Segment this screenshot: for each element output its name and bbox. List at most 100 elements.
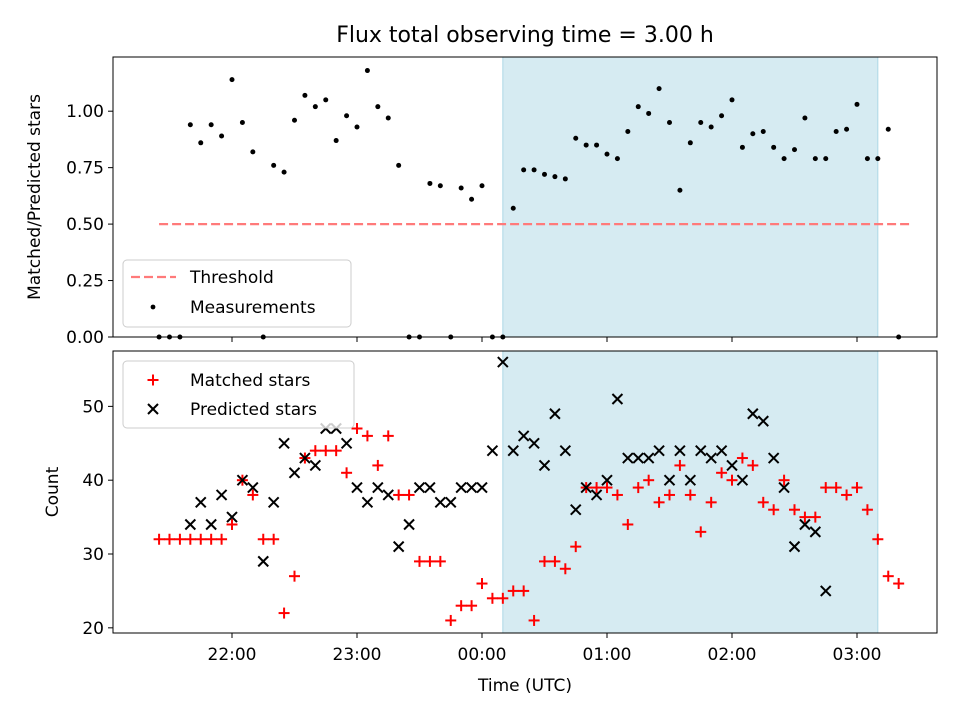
matched-star-point <box>570 541 582 553</box>
predicted-point-b <box>299 452 311 464</box>
matched-star-point <box>841 489 853 501</box>
predicted-point-b <box>663 474 676 486</box>
predicted-legend-label: Predicted stars <box>190 400 317 420</box>
predicted-star-point <box>236 474 249 486</box>
predicted-star-point <box>424 481 436 494</box>
measurements-legend-swatch <box>150 304 156 310</box>
matched-star-point <box>830 482 842 494</box>
matched-star-point <box>351 423 363 435</box>
measurement-point <box>646 110 652 116</box>
measurement-point <box>364 68 370 74</box>
predicted-point-b <box>236 474 249 486</box>
predicted-star-point <box>642 452 655 464</box>
matched-star-point <box>164 533 175 545</box>
matched-star-point <box>466 600 478 612</box>
predicted-star-point <box>455 481 467 494</box>
predicted-star-point <box>820 585 832 597</box>
matched-star-point <box>424 555 436 567</box>
predicted-star-point <box>392 540 405 553</box>
measurement-point <box>385 115 391 121</box>
measurement-point <box>750 131 756 137</box>
matched-star-point <box>445 614 457 626</box>
predicted-point-b <box>403 518 415 531</box>
top-y-tick-label: 0.25 <box>66 272 104 292</box>
matched-star-point <box>518 585 530 597</box>
matched-star-point <box>851 482 863 494</box>
predicted-point-b <box>736 474 749 486</box>
predicted-star-point <box>663 474 676 486</box>
predicted-point-b <box>820 585 832 597</box>
predicted-point-b <box>195 496 207 509</box>
predicted-point-b <box>309 459 322 472</box>
matched-star-point <box>247 489 259 501</box>
predicted-point-b <box>476 481 488 494</box>
predicted-star-point <box>215 489 228 501</box>
predicted-star-point <box>247 481 259 494</box>
predicted-point-b <box>684 474 697 486</box>
predicted-point-b <box>715 444 728 457</box>
matched-star-point <box>653 496 665 508</box>
predicted-point-b <box>257 555 269 568</box>
measurement-point <box>614 156 620 162</box>
matched-star-point <box>861 504 873 516</box>
measurement-point <box>635 104 641 110</box>
predicted-point-b <box>247 481 259 494</box>
matched-star-point <box>174 533 186 545</box>
measurement-point <box>625 129 631 135</box>
predicted-star-point <box>195 496 207 509</box>
predicted-star-point <box>570 504 582 516</box>
measurement-point <box>594 142 600 148</box>
measurements-legend-label: Measurements <box>190 298 316 318</box>
measurement-point <box>677 187 683 193</box>
measurement-point <box>281 169 287 175</box>
measurement-point <box>198 140 204 146</box>
measurement-point <box>302 92 308 98</box>
bottom-y-tick-label: 50 <box>82 397 104 417</box>
predicted-point-b <box>695 444 707 457</box>
predicted-star-point <box>351 481 363 494</box>
predicted-star-point <box>622 452 634 464</box>
measurement-point <box>698 119 704 125</box>
measurement-point <box>708 124 714 130</box>
measurement-point <box>604 151 610 157</box>
predicted-point-b <box>278 437 290 449</box>
matched-star-point <box>403 489 415 501</box>
predicted-star-point <box>788 540 801 553</box>
measurement-point <box>667 119 672 125</box>
matched-star-point <box>716 467 728 479</box>
measurement-point <box>833 129 839 135</box>
measurement-point <box>427 180 433 186</box>
predicted-point-b <box>507 444 519 457</box>
predicted-star-point <box>653 444 665 457</box>
predicted-star-point <box>590 489 603 501</box>
measurement-point <box>552 174 558 180</box>
predicted-point-b <box>632 452 644 464</box>
x-axis-label: Time (UTC) <box>477 676 572 696</box>
matched-star-point <box>747 459 759 471</box>
x-tick-label: 03:00 <box>833 645 882 665</box>
matched-star-point <box>611 489 623 501</box>
predicted-star-point <box>757 415 769 427</box>
matched-star-point <box>768 504 780 516</box>
predicted-star-point <box>767 452 780 464</box>
predicted-point-b <box>288 467 301 479</box>
measurement-point <box>656 86 662 92</box>
predicted-star-point <box>580 481 592 494</box>
measurement-point <box>583 142 589 148</box>
measurement-point <box>562 176 568 182</box>
predicted-point-b <box>226 511 238 523</box>
matched-star-point <box>372 459 384 471</box>
matched-star-point <box>268 533 280 545</box>
matched-legend-label: Matched stars <box>190 371 310 391</box>
measurement-point <box>864 156 870 162</box>
top-legend: Threshold Measurements <box>122 259 352 328</box>
bottom-legend: Matched stars Predicted stars <box>122 360 355 429</box>
predicted-star-point <box>403 518 415 531</box>
predicted-star-point <box>309 459 322 472</box>
matched-star-point <box>153 533 165 545</box>
predicted-point-b <box>455 481 467 494</box>
top-y-ticks: 0.00 0.25 0.50 0.75 1.00 <box>66 102 113 348</box>
matched-star-point <box>882 570 894 582</box>
predicted-star-point <box>299 452 311 464</box>
